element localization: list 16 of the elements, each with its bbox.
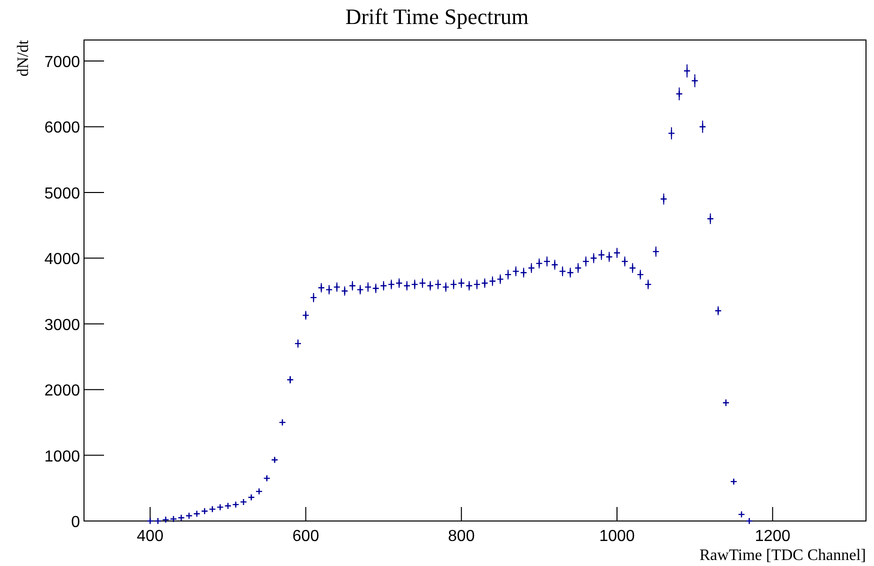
- y-tick-label: 3000: [44, 316, 80, 334]
- x-tick-label: 800: [448, 528, 475, 545]
- x-tick-label: 600: [292, 528, 320, 545]
- x-tick-label: 400: [136, 528, 164, 545]
- y-tick-label: 0: [71, 514, 80, 531]
- y-tick-label: 5000: [44, 185, 80, 202]
- y-tick-label: 4000: [44, 251, 80, 268]
- y-axis-title: dN/dt: [15, 39, 32, 76]
- y-tick-label: 1000: [44, 448, 80, 466]
- y-tick-label: 6000: [44, 120, 80, 137]
- y-tick-label: 7000: [44, 54, 80, 72]
- x-tick-label: 1200: [754, 528, 791, 545]
- x-axis-title: RawTime [TDC Channel]: [699, 547, 866, 564]
- y-tick-label: 2000: [44, 382, 80, 400]
- chart-title: Drift Time Spectrum: [345, 4, 529, 29]
- x-tick-label: 1000: [599, 528, 635, 545]
